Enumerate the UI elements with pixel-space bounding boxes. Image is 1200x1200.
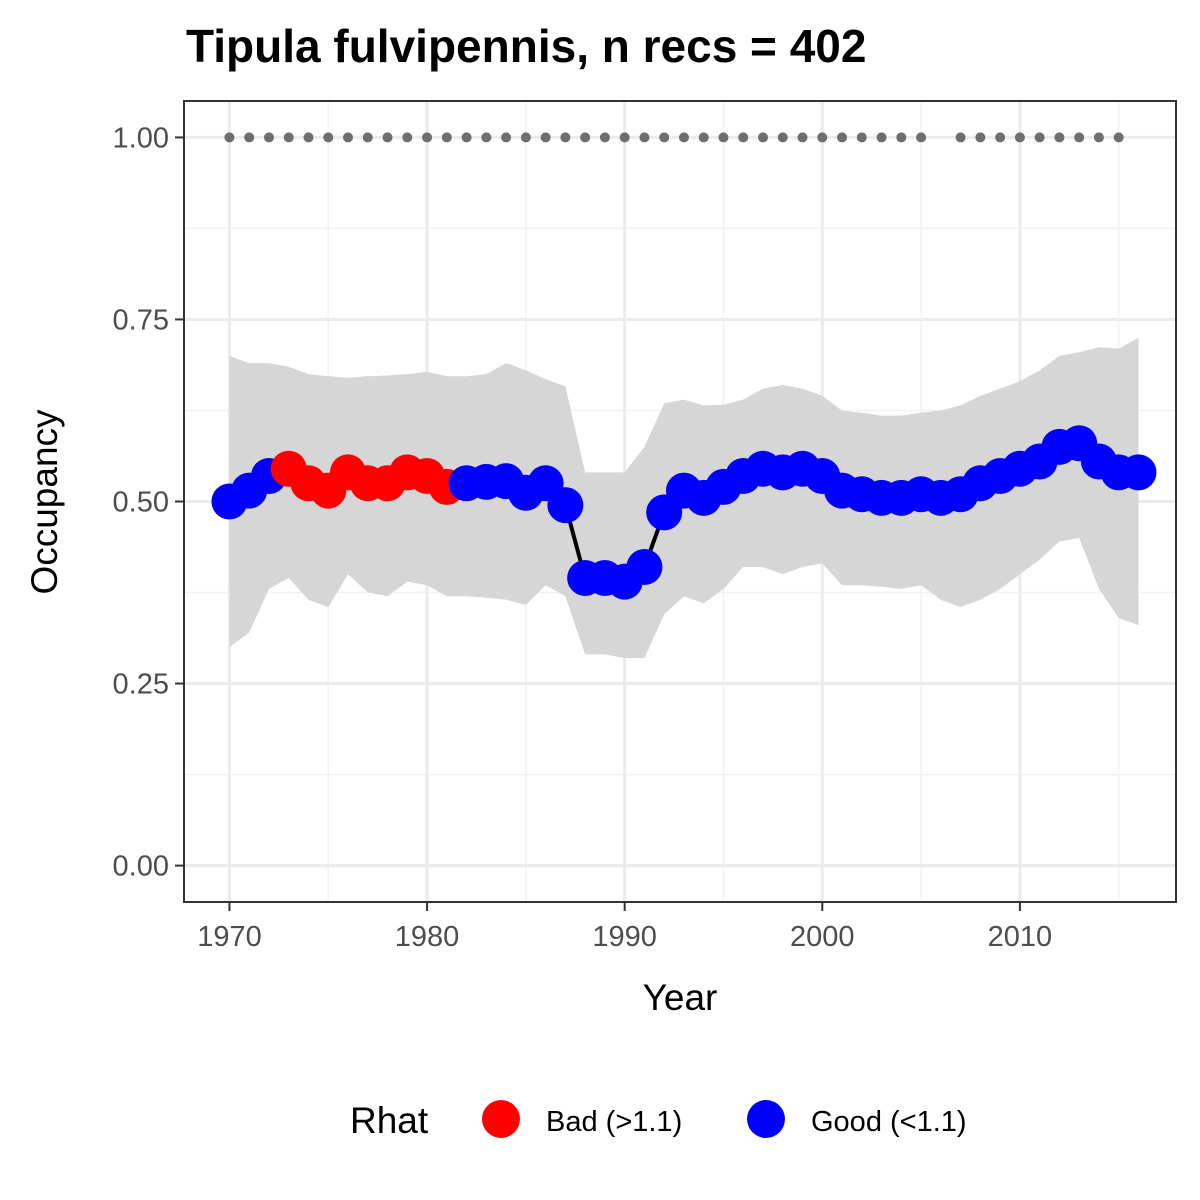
record-dot <box>224 132 235 143</box>
occupancy-points <box>211 425 1157 600</box>
record-dot <box>916 132 927 143</box>
y-tick-label: 0.00 <box>113 851 169 883</box>
legend-label-bad: Bad (>1.1) <box>546 1106 682 1138</box>
record-dot <box>461 132 472 143</box>
record-dot <box>263 132 274 143</box>
chart-title: Tipula fulvipennis, n recs = 402 <box>186 20 866 72</box>
x-tick-label: 1980 <box>395 921 460 953</box>
record-dot <box>303 132 314 143</box>
y-tick-label: 0.25 <box>113 669 169 701</box>
record-dot <box>343 132 354 143</box>
record-dot <box>441 132 452 143</box>
record-dot <box>362 132 373 143</box>
point-good-rhat <box>1120 454 1157 491</box>
record-dot <box>757 132 768 143</box>
record-dot <box>698 132 709 143</box>
record-dot <box>797 132 808 143</box>
record-dot <box>1093 132 1104 143</box>
record-dot <box>323 132 334 143</box>
legend: Rhat Bad (>1.1) Good (<1.1) <box>350 1100 967 1141</box>
y-axis: 0.00 0.25 0.50 0.75 1.00 <box>113 122 184 883</box>
y-tick-label: 1.00 <box>113 122 169 154</box>
point-good-rhat <box>626 549 663 586</box>
record-dot <box>422 132 433 143</box>
record-dot <box>777 132 788 143</box>
record-dot <box>896 132 907 143</box>
record-dot <box>244 132 255 143</box>
legend-swatch-good <box>747 1100 785 1138</box>
point-good-rhat <box>547 487 584 524</box>
record-dot <box>678 132 689 143</box>
x-tick-label: 2000 <box>790 921 855 953</box>
record-dot <box>540 132 551 143</box>
record-dot <box>619 132 630 143</box>
record-dot <box>718 132 729 143</box>
legend-title: Rhat <box>350 1100 429 1141</box>
record-dot <box>599 132 610 143</box>
y-tick-label: 0.50 <box>113 487 169 519</box>
record-dot <box>1054 132 1065 143</box>
record-dot <box>520 132 531 143</box>
x-tick-label: 1990 <box>592 921 657 953</box>
record-dot <box>1074 132 1085 143</box>
record-dot <box>402 132 413 143</box>
record-dot <box>283 132 294 143</box>
record-dot <box>995 132 1006 143</box>
record-dot <box>1014 132 1025 143</box>
record-dot <box>876 132 887 143</box>
record-dot <box>560 132 571 143</box>
record-dot <box>1113 132 1124 143</box>
y-tick-label: 0.75 <box>113 304 169 336</box>
record-dot <box>580 132 591 143</box>
record-years-dots <box>224 132 1124 143</box>
record-dot <box>856 132 867 143</box>
x-tick-label: 2010 <box>988 921 1053 953</box>
x-axis: 1970 1980 1990 2000 2010 <box>197 902 1052 953</box>
record-dot <box>817 132 828 143</box>
record-dot <box>501 132 512 143</box>
record-dot <box>738 132 749 143</box>
record-dot <box>481 132 492 143</box>
record-dot <box>1034 132 1045 143</box>
y-axis-label: Occupancy <box>24 409 65 595</box>
record-dot <box>639 132 650 143</box>
record-dot <box>382 132 393 143</box>
record-dot <box>975 132 986 143</box>
record-dot <box>955 132 966 143</box>
legend-label-good: Good (<1.1) <box>811 1106 967 1138</box>
x-axis-label: Year <box>643 977 718 1018</box>
record-dot <box>659 132 670 143</box>
legend-swatch-bad <box>482 1100 520 1138</box>
plot-panel <box>183 100 1177 903</box>
record-dot <box>837 132 848 143</box>
x-tick-label: 1970 <box>197 921 262 953</box>
